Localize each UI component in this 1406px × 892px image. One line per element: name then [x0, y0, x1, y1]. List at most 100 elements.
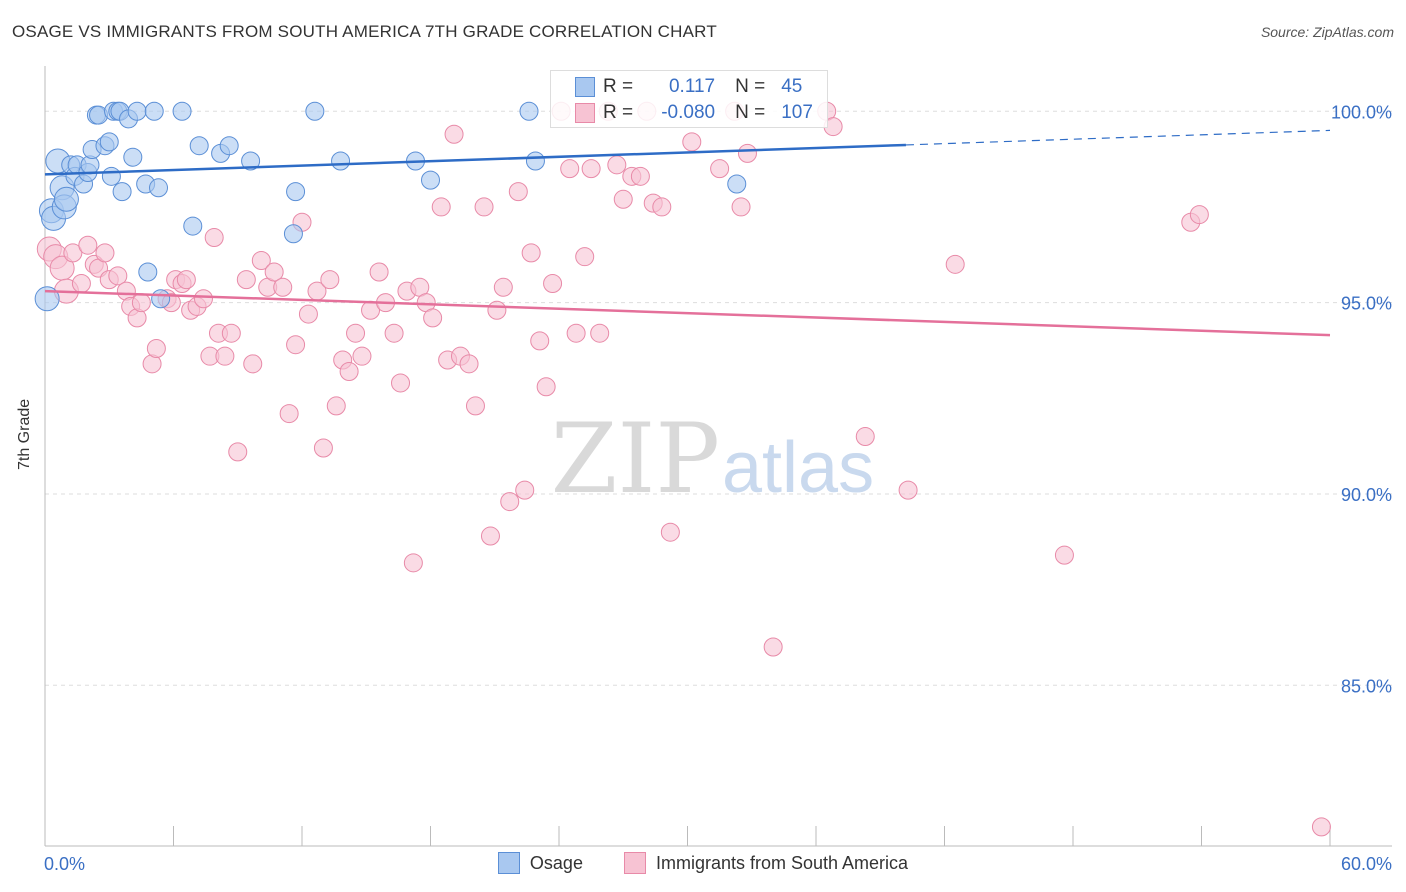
osage-point	[305, 101, 325, 121]
immigrants-point	[613, 189, 633, 209]
osage-point	[151, 289, 171, 309]
immigrants-point	[63, 243, 83, 263]
immigrants-point	[286, 335, 306, 355]
series-osage-points	[34, 101, 747, 312]
immigrants-point	[146, 339, 166, 359]
osage-point	[34, 286, 60, 312]
y-tick-label: 95.0%	[1341, 294, 1392, 314]
osage-point	[101, 166, 121, 186]
watermark-zip: ZIP	[551, 403, 720, 515]
osage-point	[286, 182, 306, 202]
immigrants-point	[339, 361, 359, 381]
immigrants-point	[508, 182, 528, 202]
immigrants-point	[298, 304, 318, 324]
bottom-legend: Osage Immigrants from South America	[0, 852, 1406, 879]
axes	[44, 66, 1392, 847]
immigrants-point	[575, 247, 595, 267]
r-value: 0.117	[668, 76, 716, 97]
immigrants-point	[590, 323, 610, 343]
y-tick-labels: 100.0% 95.0% 90.0% 85.0%	[1331, 102, 1392, 696]
osage-point	[149, 178, 169, 198]
immigrants-point	[581, 159, 601, 179]
osage-point	[219, 136, 239, 156]
immigrants-point	[474, 197, 494, 217]
immigrants-point	[1054, 545, 1074, 565]
immigrants-point	[855, 427, 875, 447]
immigrants-point	[131, 293, 151, 313]
immigrants-point	[560, 159, 580, 179]
immigrants-swatch	[623, 852, 646, 874]
immigrants-point	[279, 404, 299, 424]
legend-label-osage: Osage	[529, 852, 583, 873]
r-value: -0.080	[661, 102, 716, 123]
immigrants-point	[945, 254, 965, 274]
immigrants-point	[228, 442, 248, 462]
stats-row-immigrants: R = -0.080 N = 107	[575, 101, 813, 125]
stats-legend: R = 0.117 N = 45 R = -0.080 N = 107	[550, 70, 828, 128]
immigrants-point	[243, 354, 263, 374]
immigrants-point	[264, 262, 284, 282]
y-tick-label: 85.0%	[1341, 676, 1392, 696]
legend-label-immigrants: Immigrants from South America	[655, 852, 909, 873]
immigrants-point	[320, 270, 340, 290]
osage-swatch	[497, 852, 520, 874]
osage-point	[123, 147, 143, 167]
immigrants-point	[630, 166, 650, 186]
osage-point	[53, 186, 79, 212]
immigrants-point	[521, 243, 541, 263]
immigrants-point	[763, 637, 783, 657]
chart-title: OSAGE VS IMMIGRANTS FROM SOUTH AMERICA 7…	[12, 22, 717, 41]
immigrants-point	[682, 132, 702, 152]
immigrants-point	[1311, 817, 1331, 837]
immigrants-point	[515, 480, 535, 500]
immigrants-point	[543, 273, 563, 293]
osage-point	[112, 182, 132, 202]
immigrants-point	[215, 346, 235, 366]
immigrants-point	[251, 251, 271, 271]
osage-point	[519, 101, 539, 121]
immigrants-point	[500, 492, 520, 512]
immigrants-point	[176, 270, 196, 290]
trend-line-extension	[905, 129, 1331, 146]
immigrants-point	[1189, 205, 1209, 225]
x-tick-label-min: 0.0%	[44, 854, 85, 874]
osage-point	[138, 262, 158, 282]
immigrants-point	[652, 197, 672, 217]
immigrants-point	[273, 277, 293, 297]
osage-point	[189, 136, 209, 156]
trend-line	[44, 289, 1331, 337]
n-label: N =	[735, 102, 766, 123]
x-tick-label-max: 60.0%	[1341, 854, 1392, 874]
watermark-atlas: atlas	[722, 428, 874, 508]
osage-point	[727, 174, 747, 194]
n-value: 45	[781, 76, 803, 97]
y-tick-label: 90.0%	[1341, 485, 1392, 505]
immigrants-point	[536, 377, 556, 397]
immigrants-point	[737, 143, 757, 163]
osage-point	[127, 101, 147, 121]
immigrants-point	[465, 396, 485, 416]
immigrants-point	[108, 266, 128, 286]
immigrants-swatch	[575, 103, 595, 123]
immigrants-point	[352, 346, 372, 366]
n-value: 107	[781, 102, 813, 123]
immigrants-point	[607, 155, 627, 175]
n-label: N =	[735, 76, 766, 97]
immigrants-point	[346, 323, 366, 343]
immigrants-point	[431, 197, 451, 217]
osage-point	[421, 170, 440, 190]
immigrants-point	[71, 273, 91, 293]
grid-lines	[45, 110, 1392, 686]
immigrants-point	[710, 159, 730, 179]
immigrants-point	[236, 270, 256, 290]
osage-point	[99, 132, 119, 152]
source-label: Source: ZipAtlas.com	[1260, 24, 1394, 40]
immigrants-point	[391, 373, 411, 393]
immigrants-point	[898, 480, 918, 500]
immigrants-point	[221, 323, 241, 343]
immigrants-point	[78, 235, 98, 255]
immigrants-point	[313, 438, 333, 458]
immigrants-point	[566, 323, 586, 343]
immigrants-point	[326, 396, 346, 416]
